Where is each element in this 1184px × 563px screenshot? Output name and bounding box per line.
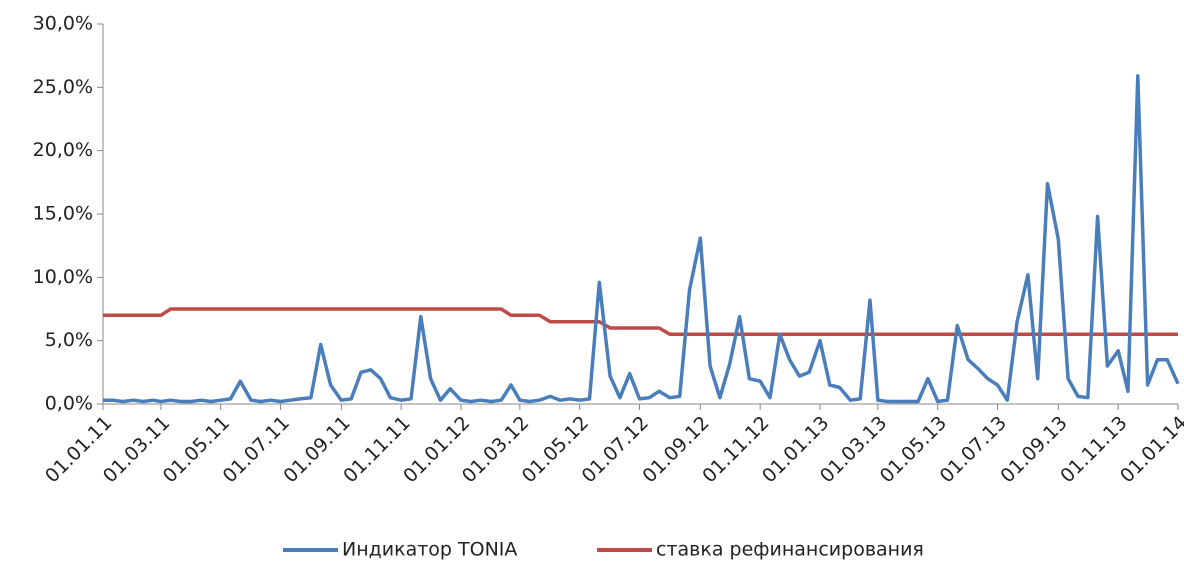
y-tick-label: 30,0% xyxy=(33,13,93,35)
series-line xyxy=(103,74,1180,404)
y-tick-label: 15,0% xyxy=(33,203,93,225)
y-tick-label: 10,0% xyxy=(33,266,93,288)
y-tick-label: 25,0% xyxy=(33,76,93,98)
y-tick-label: 20,0% xyxy=(33,139,93,161)
y-tick-label: 0,0% xyxy=(45,393,93,415)
legend-label: ставка рефинансирования xyxy=(656,539,924,561)
y-tick-label: 5,0% xyxy=(45,329,93,351)
series-line xyxy=(103,307,1178,337)
legend-label: Индикатор TONIA xyxy=(342,539,517,561)
